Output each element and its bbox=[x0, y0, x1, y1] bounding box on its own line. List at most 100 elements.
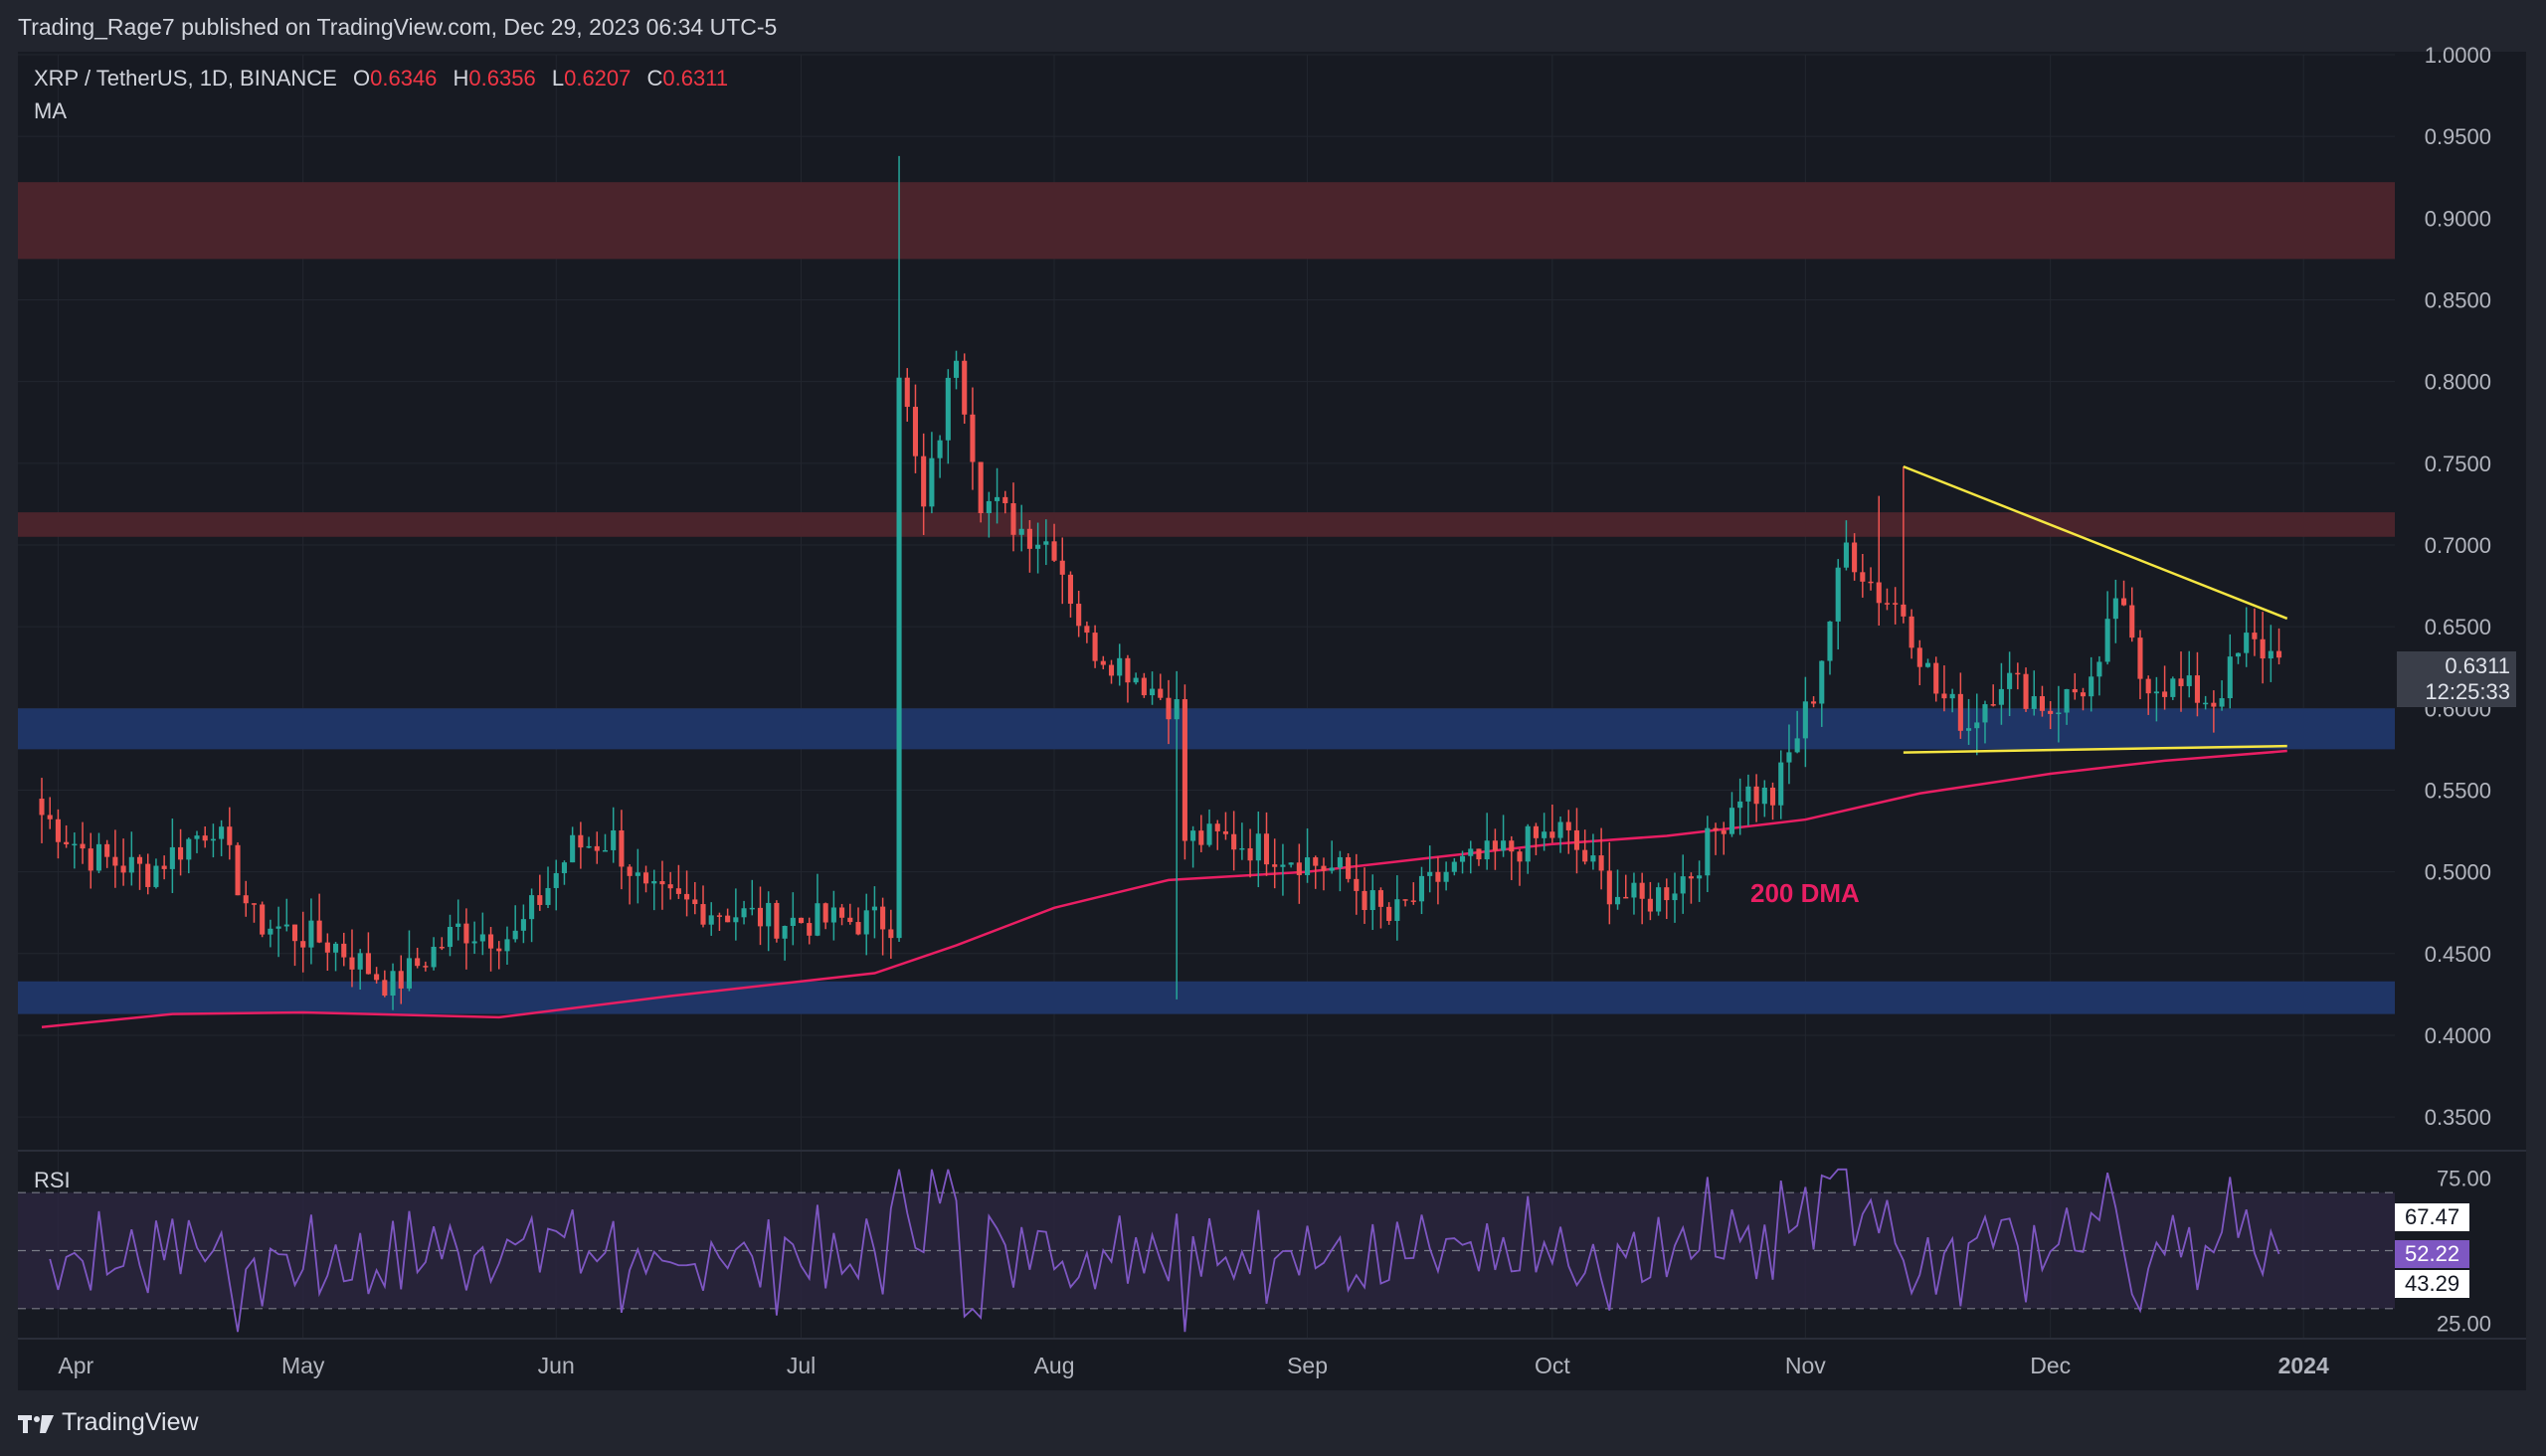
candle-body bbox=[2145, 678, 2151, 694]
candle-body bbox=[2260, 638, 2266, 659]
candle-body bbox=[1582, 849, 1588, 862]
candle-body bbox=[1313, 857, 1319, 866]
ma-indicator-label[interactable]: MA bbox=[34, 98, 67, 123]
candle-body bbox=[55, 819, 61, 842]
candle-body bbox=[970, 414, 976, 462]
candle-body bbox=[316, 920, 322, 943]
candle-body bbox=[1059, 560, 1065, 575]
candle-body bbox=[1476, 848, 1482, 860]
candle-body bbox=[1924, 662, 1931, 667]
candle-body bbox=[708, 915, 714, 925]
candle-body bbox=[1468, 848, 1474, 856]
candle-body bbox=[1794, 738, 1800, 753]
grid bbox=[18, 54, 2395, 1338]
candle-body bbox=[308, 920, 314, 948]
candle-body bbox=[243, 895, 249, 904]
candle-body bbox=[2219, 698, 2225, 707]
rsi-indicator-label[interactable]: RSI bbox=[34, 1168, 71, 1192]
candle-body bbox=[912, 407, 919, 456]
candle-body bbox=[153, 865, 159, 887]
candle-body bbox=[268, 928, 273, 935]
candle-body bbox=[1802, 701, 1808, 739]
candle-body bbox=[855, 922, 861, 935]
candle-body bbox=[1860, 572, 1866, 582]
candle-body bbox=[1051, 541, 1057, 561]
candle-body bbox=[398, 971, 404, 989]
candle-body bbox=[1778, 762, 1784, 806]
candle-body bbox=[1549, 831, 1555, 838]
candle-body bbox=[1728, 808, 1735, 834]
candle-body bbox=[1957, 693, 1963, 731]
candle-body bbox=[2275, 650, 2282, 658]
candle-body bbox=[169, 846, 175, 869]
candle-body bbox=[2178, 678, 2184, 686]
candle-body bbox=[1043, 541, 1049, 545]
candle-body bbox=[1835, 567, 1841, 622]
time-tick-label: May bbox=[281, 1353, 325, 1378]
candle-body bbox=[2162, 691, 2168, 697]
candle-body bbox=[1868, 581, 1874, 584]
candle-body bbox=[2104, 619, 2110, 662]
candle-body bbox=[2227, 656, 2233, 699]
candle-body bbox=[2056, 712, 2062, 715]
candle-body bbox=[300, 941, 306, 948]
candle-body bbox=[202, 835, 208, 841]
candle-body bbox=[1182, 699, 1187, 841]
candle-body bbox=[1843, 542, 1849, 568]
tradingview-brand[interactable]: TradingView bbox=[18, 1408, 199, 1437]
candle-body bbox=[1035, 544, 1041, 549]
candle-body bbox=[822, 903, 828, 923]
candle-body bbox=[439, 947, 445, 949]
candle-body bbox=[2268, 650, 2273, 659]
candle-body bbox=[642, 872, 649, 884]
candle-body bbox=[283, 924, 289, 927]
candle-body bbox=[504, 939, 510, 952]
candle-body bbox=[921, 455, 927, 507]
candle-body bbox=[545, 887, 551, 905]
candle-body bbox=[1067, 574, 1074, 605]
candle-body bbox=[1451, 861, 1457, 872]
candle-body bbox=[1753, 786, 1759, 805]
time-tick-label: Nov bbox=[1785, 1353, 1826, 1378]
resistance-zone bbox=[18, 512, 2395, 537]
candle-body bbox=[1974, 722, 1980, 729]
candle-body bbox=[365, 953, 371, 975]
candle-body bbox=[1827, 621, 1833, 661]
candle-body bbox=[1247, 847, 1253, 861]
candle-body bbox=[2252, 633, 2258, 639]
candle-body bbox=[1459, 855, 1466, 862]
candle-body bbox=[145, 863, 151, 887]
candle-body bbox=[104, 843, 110, 857]
candle-body bbox=[1909, 616, 1914, 648]
candle-body bbox=[888, 929, 894, 939]
candle-body bbox=[1305, 857, 1311, 875]
candle-body bbox=[2080, 692, 2087, 697]
candle-body bbox=[1125, 657, 1131, 683]
candle-body bbox=[2089, 676, 2094, 697]
candle-body bbox=[1427, 871, 1433, 876]
candle-body bbox=[986, 500, 992, 514]
candle-body bbox=[1354, 878, 1360, 891]
candle-body bbox=[2121, 598, 2127, 606]
candle-body bbox=[1884, 603, 1891, 605]
candle-body bbox=[275, 926, 281, 929]
candle-body bbox=[766, 902, 772, 927]
candle-body bbox=[537, 895, 543, 905]
candle-body bbox=[1222, 830, 1228, 834]
candle-body bbox=[161, 865, 167, 869]
candle-body bbox=[1410, 900, 1416, 902]
candle-body bbox=[1517, 851, 1523, 862]
candle-body bbox=[390, 971, 396, 996]
candle-body bbox=[357, 953, 363, 970]
candle-body bbox=[1026, 528, 1032, 549]
candle-body bbox=[2186, 675, 2192, 686]
price-tick-label: 0.4000 bbox=[2425, 1023, 2491, 1048]
candle-body bbox=[1688, 876, 1694, 879]
candle-body bbox=[553, 872, 559, 888]
candle-body bbox=[324, 942, 330, 953]
candle-body bbox=[962, 360, 968, 415]
candle-body bbox=[1231, 833, 1237, 850]
candle-body bbox=[88, 848, 93, 871]
candle-body bbox=[1002, 496, 1008, 503]
